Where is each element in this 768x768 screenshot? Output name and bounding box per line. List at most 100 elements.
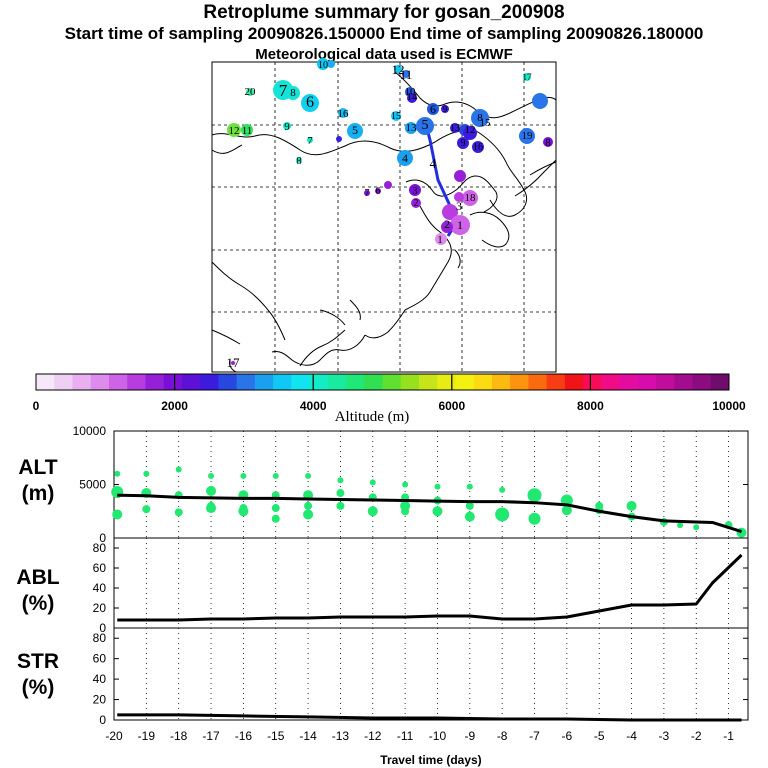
plume-label: 11: [400, 67, 413, 82]
altitude-point: [175, 466, 182, 473]
plume-markers: [227, 58, 553, 365]
colorbar-swatch: [36, 374, 55, 390]
plume-label: 6: [376, 186, 381, 197]
colorbar-swatch: [163, 374, 183, 390]
plume-label: 6: [306, 94, 314, 111]
colorbar-frame: [35, 373, 730, 391]
colorbar-tick-label: 2000: [161, 399, 188, 413]
plume-marker: [384, 181, 392, 189]
plume-label: 3: [456, 199, 462, 213]
altitude-point: [434, 483, 441, 490]
plume-label: 6: [430, 102, 436, 116]
plume-label: 13: [406, 122, 418, 134]
panel-1: 0 5000 10000 ALT (m): [18, 424, 749, 545]
y-tick-label: 80: [93, 631, 107, 645]
plume-label: 8: [545, 137, 551, 149]
colorbar-swatch: [400, 374, 420, 390]
plume-marker: [405, 122, 417, 134]
plume-marker: [472, 141, 484, 153]
altitude-point: [240, 472, 247, 479]
colorbar-swatch: [236, 374, 256, 390]
altitude-point: [206, 503, 217, 514]
altitude-point: [112, 509, 123, 520]
x-tick-label: -7: [529, 729, 540, 743]
colorbar-swatch: [346, 374, 365, 390]
colorbar-tick-label: 0: [33, 399, 40, 413]
plume-marker: [364, 190, 370, 196]
plume-label: 7: [279, 81, 288, 100]
altitude-point: [626, 500, 637, 511]
plume-marker: [336, 136, 342, 142]
plume-label: 3: [413, 186, 418, 197]
x-tick-label: -6: [562, 729, 573, 743]
chart-title: Retroplume summary for gosan_200908: [203, 2, 565, 23]
plume-label: 12: [392, 62, 405, 77]
altitude-colorbar: 0 2000 4000 6000 8000 10000: [33, 373, 746, 413]
plume-marker: [416, 117, 434, 135]
x-tick-label: -18: [170, 729, 188, 743]
x-tick-label: -9: [464, 729, 475, 743]
y-tick-label: 60: [93, 652, 107, 666]
panel-title: ALT: [18, 456, 57, 479]
colorbar-swatch: [145, 374, 165, 390]
plume-label: 12: [465, 124, 476, 136]
plume-label: 17: [227, 355, 241, 370]
x-tick-label: -14: [299, 729, 317, 743]
colorbar-swatch: [546, 374, 566, 390]
plume-marker: [231, 361, 235, 365]
plume-label: 12: [229, 125, 240, 137]
plume-label: 9: [461, 138, 466, 149]
x-tick-label: -16: [235, 729, 253, 743]
plume-label: 20: [245, 86, 257, 98]
colorbar-swatch: [564, 374, 584, 390]
plume-marker: [441, 221, 453, 233]
plume-marker: [227, 123, 241, 137]
plume-label: 7: [307, 135, 313, 147]
plume-label: 8: [290, 87, 296, 99]
sampling-times: Start time of sampling 20090826.150000 E…: [64, 24, 704, 43]
plume-marker: [463, 126, 477, 140]
plume-marker: [435, 233, 447, 245]
colorbar-swatch: [127, 374, 146, 390]
plume-label: 17: [523, 72, 533, 82]
colorbar-tick-label: 4000: [300, 399, 327, 413]
plume-marker: [296, 157, 302, 163]
plume-marker: [450, 215, 470, 235]
plume-marker: [391, 111, 401, 121]
plume-marker: [441, 105, 449, 113]
panel-title: (%): [22, 592, 55, 615]
plume-marker: [283, 122, 291, 130]
x-tick-label: -5: [594, 729, 605, 743]
plume-label: 15: [391, 111, 401, 122]
plume-marker: [532, 93, 548, 109]
plume-label: 8: [296, 155, 302, 167]
plume-label: 15: [480, 117, 492, 129]
colorbar-swatch: [382, 374, 402, 390]
colorbar-swatch: [619, 374, 639, 390]
plume-label: 7: [365, 188, 370, 199]
altitude-point: [595, 501, 604, 510]
panel-frame: [113, 537, 749, 629]
panel-title: (m): [22, 482, 55, 505]
altitude-point: [271, 504, 280, 513]
plume-marker: [307, 137, 313, 143]
colorbar-swatch: [473, 374, 493, 390]
plume-marker: [397, 150, 413, 166]
colorbar-swatch: [455, 374, 475, 390]
altitude-point: [432, 506, 443, 517]
coastlines: [211, 71, 557, 373]
altitude-point: [367, 506, 378, 517]
median-line: [117, 713, 742, 722]
plume-label: 9: [284, 121, 290, 133]
plume-label: 9: [443, 104, 448, 114]
colorbar-swatch: [710, 374, 730, 390]
colorbar-swatch: [108, 374, 128, 390]
plume-marker: [471, 109, 489, 127]
plume-label: 13: [450, 123, 460, 134]
altitude-point: [208, 472, 215, 479]
colorbar-label: Altitude (m): [335, 409, 410, 425]
altitude-point: [677, 522, 684, 529]
